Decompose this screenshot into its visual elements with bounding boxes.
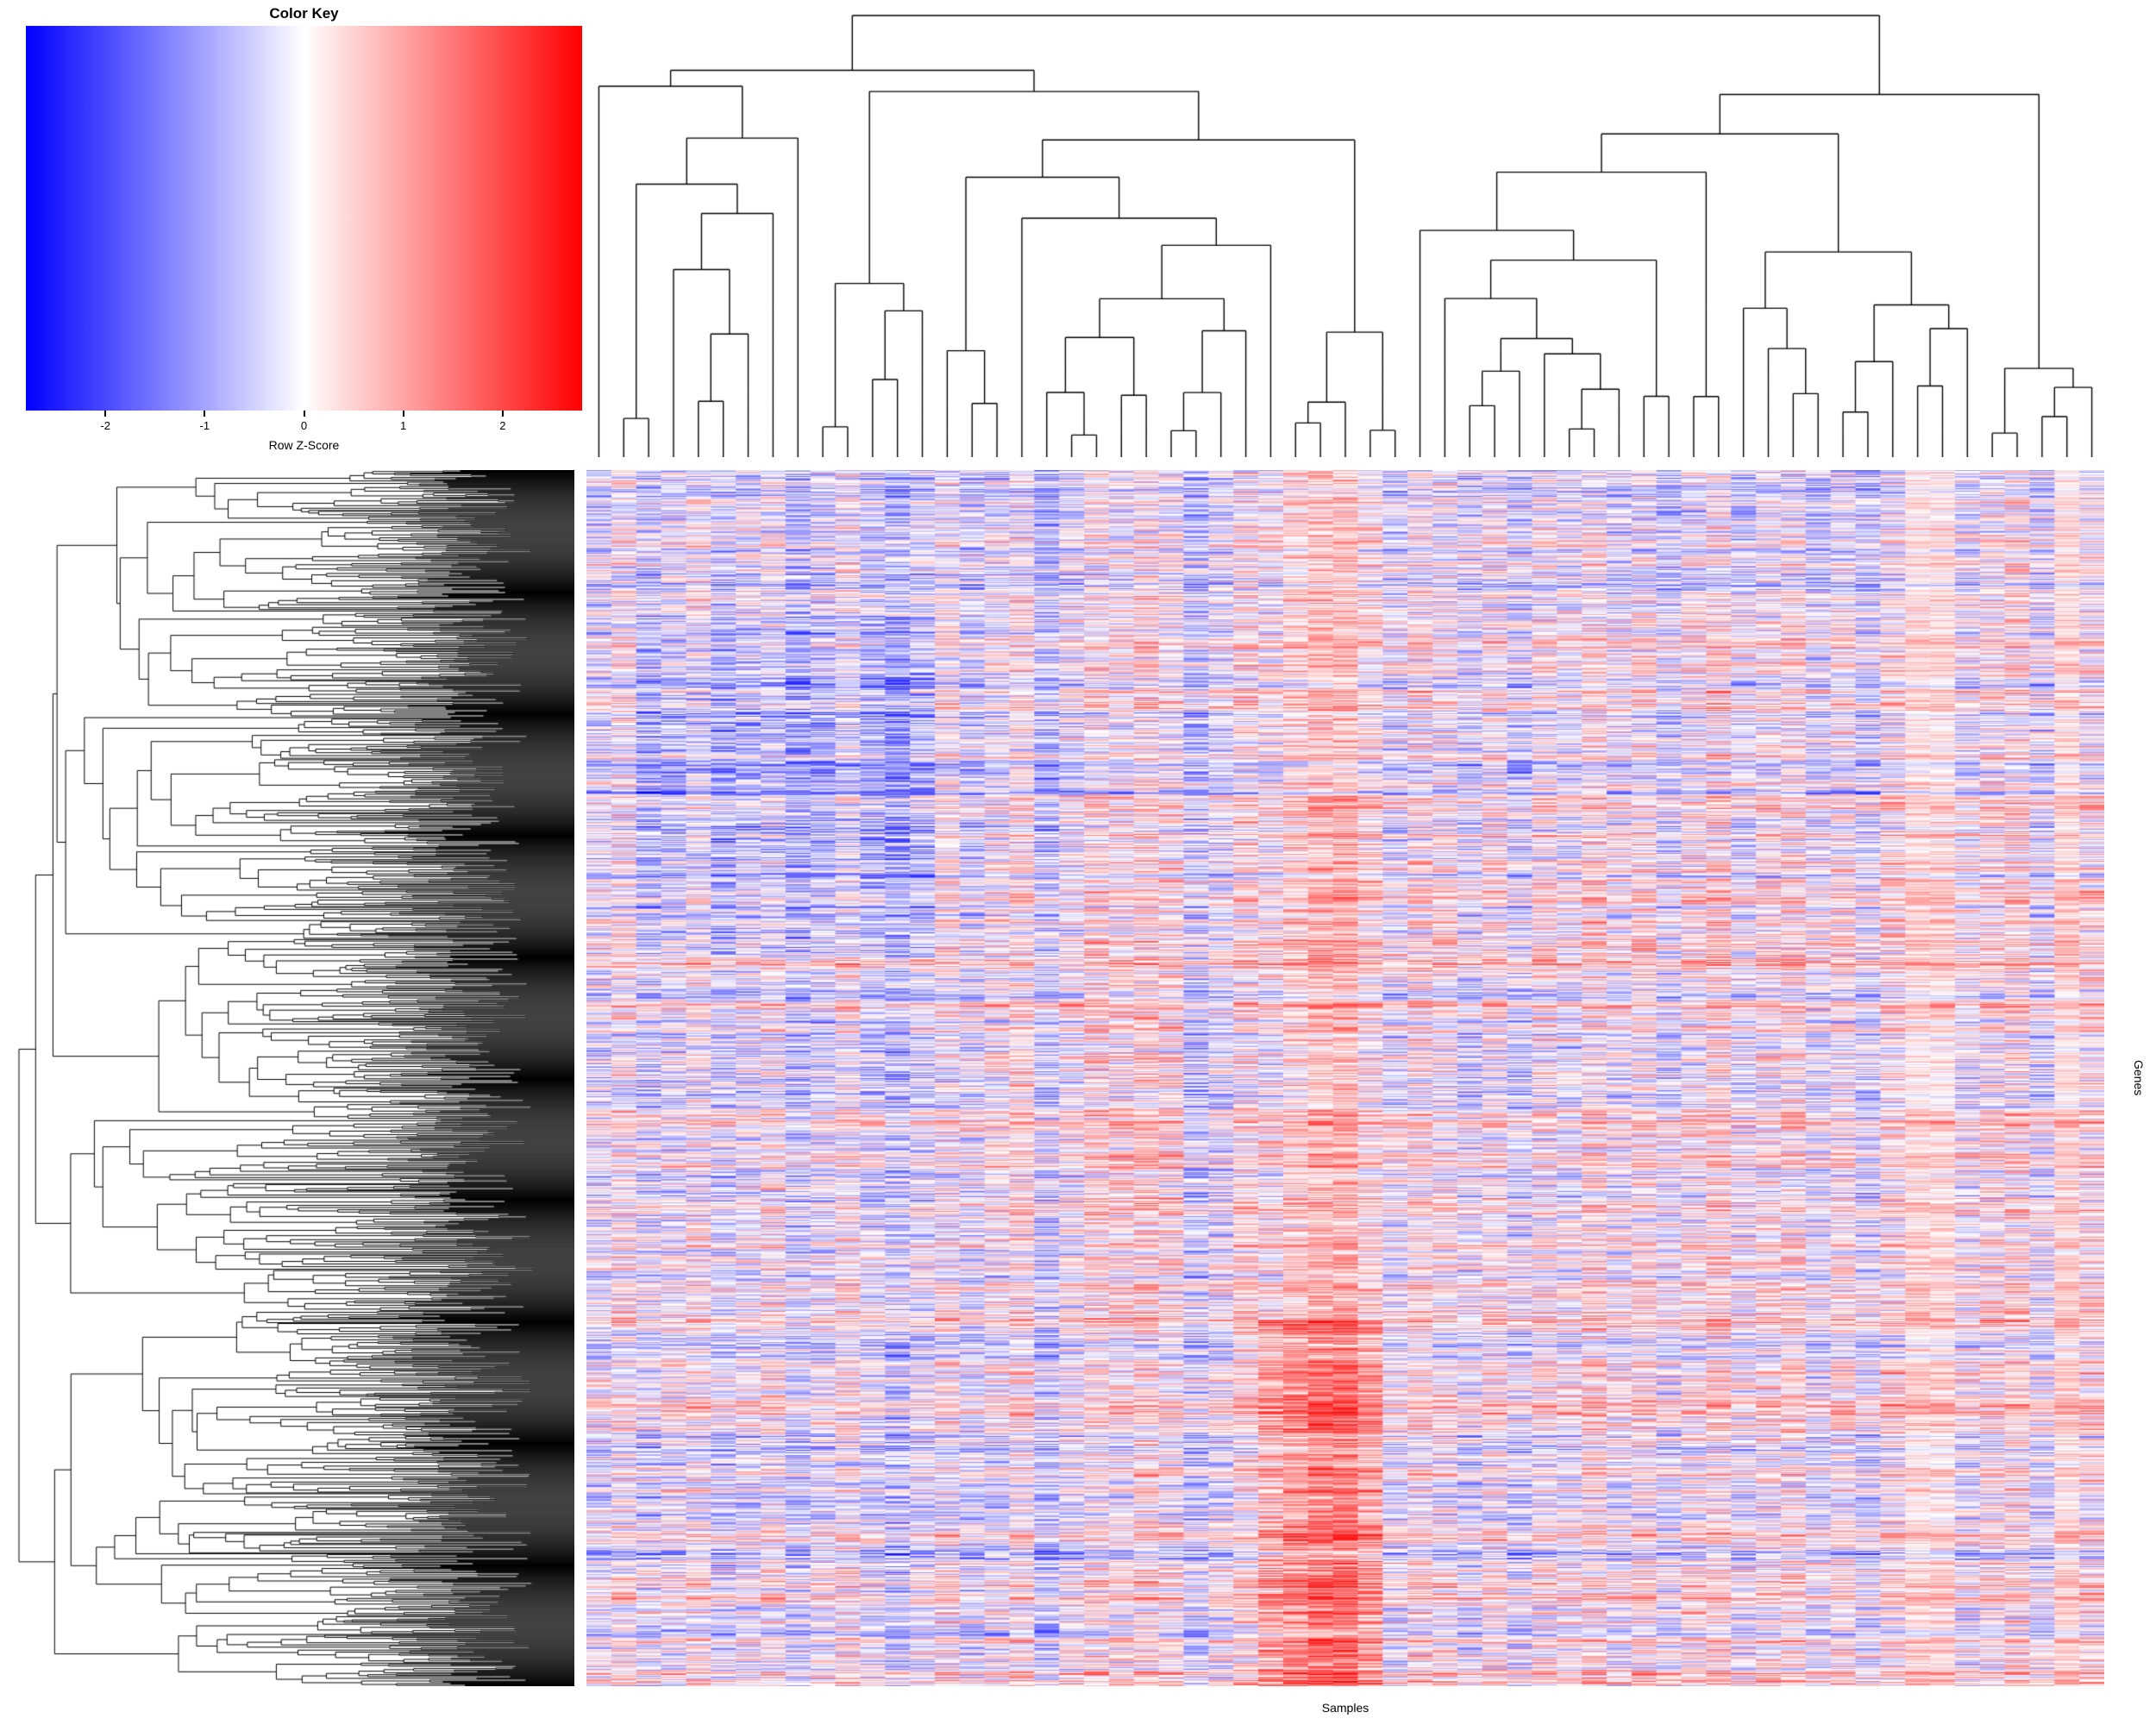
y-axis-label: Genes — [2132, 1060, 2146, 1096]
row-dendrogram — [14, 470, 574, 1686]
heatmap-matrix — [586, 470, 2104, 1686]
color-key-tick-label: -2 — [100, 419, 110, 432]
column-dendrogram — [586, 9, 2104, 457]
x-axis-label: Samples — [1321, 1701, 1369, 1715]
color-key-tick-label: 1 — [400, 419, 407, 432]
color-key: Color Key -2 -1 0 1 2 Row Z-Score — [26, 5, 582, 458]
color-key-tick-label: -1 — [199, 419, 210, 432]
color-key-tick-label: 0 — [300, 419, 308, 432]
color-key-axis: -2 -1 0 1 2 — [26, 411, 582, 438]
color-key-tick — [204, 411, 206, 417]
color-key-tick — [501, 411, 504, 417]
color-key-tick-label: 2 — [499, 419, 506, 432]
color-key-tick — [104, 411, 107, 417]
color-key-tick — [402, 411, 404, 417]
color-key-tick — [303, 411, 305, 417]
color-key-gradient — [26, 26, 582, 411]
color-key-axis-label: Row Z-Score — [268, 438, 340, 452]
color-key-title: Color Key — [269, 5, 339, 22]
